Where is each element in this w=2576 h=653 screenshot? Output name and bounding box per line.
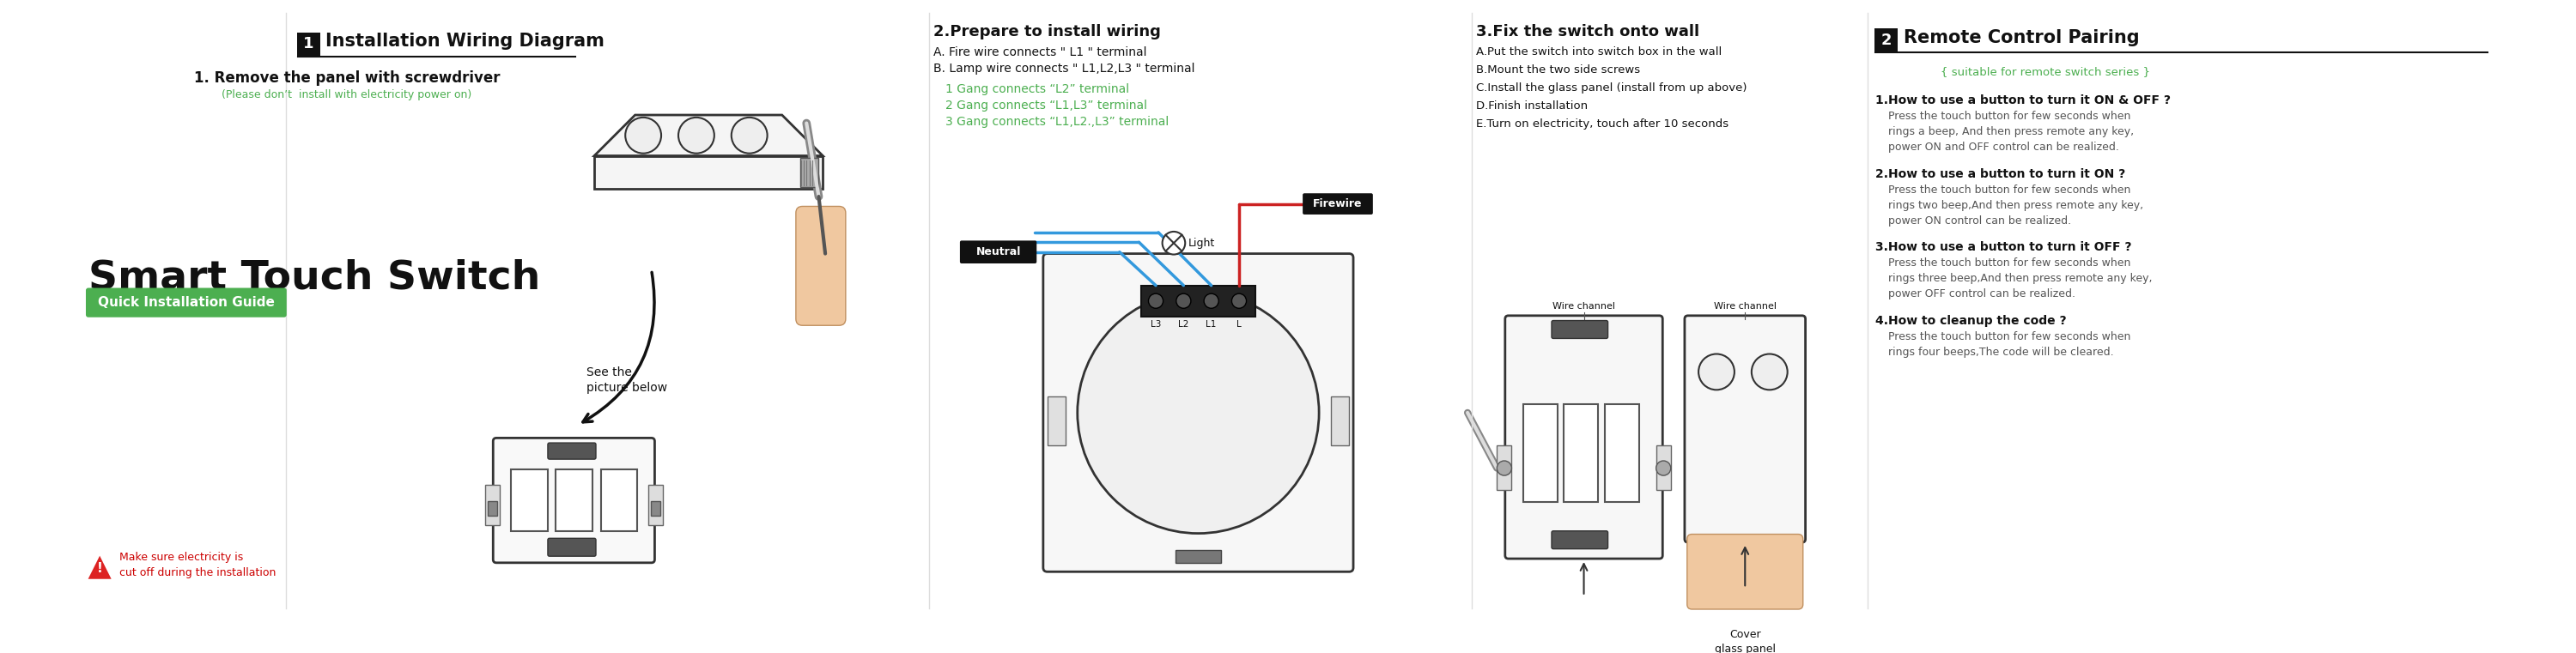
- Polygon shape: [88, 554, 113, 580]
- Text: Neutral: Neutral: [976, 246, 1020, 257]
- Text: 3.How to use a button to turn it OFF ?: 3.How to use a button to turn it OFF ?: [1875, 242, 2133, 253]
- Text: Press the touch button for few seconds when
rings two beep,And then press remote: Press the touch button for few seconds w…: [1888, 184, 2143, 227]
- Bar: [1141, 285, 1255, 317]
- Text: 2: 2: [1880, 32, 1891, 48]
- Bar: [1605, 404, 1638, 502]
- Polygon shape: [595, 115, 822, 156]
- Text: Wire channel: Wire channel: [1553, 302, 1615, 311]
- Text: Press the touch button for few seconds when
rings a beep, And then press remote : Press the touch button for few seconds w…: [1888, 111, 2133, 153]
- Text: 2.How to use a button to turn it ON ?: 2.How to use a button to turn it ON ?: [1875, 168, 2125, 180]
- Circle shape: [1698, 354, 1734, 390]
- Circle shape: [732, 118, 768, 153]
- Bar: [595, 156, 822, 189]
- Text: 1: 1: [304, 37, 314, 52]
- FancyBboxPatch shape: [796, 206, 845, 325]
- Circle shape: [1231, 294, 1247, 308]
- FancyBboxPatch shape: [1043, 253, 1352, 572]
- Bar: [1048, 396, 1066, 445]
- Text: Smart Touch Switch: Smart Touch Switch: [88, 259, 541, 297]
- Bar: [1497, 445, 1512, 490]
- Text: B. Lamp wire connects " L1,L2,L3 " terminal: B. Lamp wire connects " L1,L2,L3 " termi…: [933, 63, 1195, 74]
- Text: L3: L3: [1151, 321, 1162, 329]
- Circle shape: [1077, 292, 1319, 534]
- Bar: [801, 158, 819, 187]
- Text: 1 Gang connects “L2” terminal: 1 Gang connects “L2” terminal: [945, 83, 1128, 95]
- Text: 1.How to use a button to turn it ON & OFF ?: 1.How to use a button to turn it ON & OF…: [1875, 95, 2172, 106]
- Text: L2: L2: [1177, 321, 1190, 329]
- Text: Firewire: Firewire: [1314, 199, 1363, 210]
- Circle shape: [1752, 354, 1788, 390]
- Text: !: !: [98, 562, 103, 575]
- Text: (Please don’t  install with electricity power on): (Please don’t install with electricity p…: [222, 89, 471, 100]
- FancyBboxPatch shape: [1687, 534, 1803, 609]
- Text: A.Put the switch into switch box in the wall: A.Put the switch into switch box in the …: [1476, 46, 1721, 57]
- Text: Light: Light: [1188, 238, 1216, 249]
- Text: 1. Remove the panel with screwdriver: 1. Remove the panel with screwdriver: [193, 71, 500, 86]
- Text: Make sure electricity is
cut off during the installation: Make sure electricity is cut off during …: [118, 552, 276, 579]
- Bar: [1522, 404, 1558, 502]
- FancyBboxPatch shape: [1685, 315, 1806, 543]
- Bar: [1656, 445, 1672, 490]
- Circle shape: [677, 118, 714, 153]
- Bar: [1175, 550, 1221, 563]
- FancyBboxPatch shape: [549, 538, 595, 556]
- FancyBboxPatch shape: [296, 33, 319, 56]
- Text: A. Fire wire connects " L1 " terminal: A. Fire wire connects " L1 " terminal: [933, 46, 1146, 58]
- Circle shape: [1656, 461, 1672, 475]
- Text: 4.How to cleanup the code ?: 4.How to cleanup the code ?: [1875, 315, 2066, 326]
- Circle shape: [626, 118, 662, 153]
- Text: 2 Gang connects “L1,L3” terminal: 2 Gang connects “L1,L3” terminal: [945, 99, 1146, 111]
- FancyBboxPatch shape: [961, 240, 1036, 263]
- Bar: [600, 470, 636, 531]
- Bar: [484, 485, 500, 525]
- Text: Installation Wiring Diagram: Installation Wiring Diagram: [325, 33, 605, 50]
- Bar: [652, 501, 659, 515]
- Bar: [1332, 396, 1350, 445]
- Text: Wire channel: Wire channel: [1713, 302, 1777, 311]
- FancyBboxPatch shape: [1504, 315, 1662, 559]
- Text: Press the touch button for few seconds when
rings three beep,And then press remo: Press the touch button for few seconds w…: [1888, 258, 2151, 300]
- FancyBboxPatch shape: [85, 288, 286, 317]
- Circle shape: [1203, 294, 1218, 308]
- Text: L1: L1: [1206, 321, 1216, 329]
- Text: B.Mount the two side screws: B.Mount the two side screws: [1476, 65, 1641, 76]
- FancyBboxPatch shape: [1875, 29, 1899, 52]
- Text: 2.Prepare to install wiring: 2.Prepare to install wiring: [933, 24, 1159, 40]
- Bar: [556, 470, 592, 531]
- Circle shape: [1162, 232, 1185, 255]
- Text: E.Turn on electricity, touch after 10 seconds: E.Turn on electricity, touch after 10 se…: [1476, 118, 1728, 129]
- Text: { suitable for remote switch series }: { suitable for remote switch series }: [1940, 66, 2151, 77]
- Bar: [510, 470, 549, 531]
- Circle shape: [1497, 461, 1512, 475]
- Text: Press the touch button for few seconds when
rings four beeps,The code will be cl: Press the touch button for few seconds w…: [1888, 331, 2130, 358]
- Circle shape: [1149, 294, 1164, 308]
- FancyBboxPatch shape: [1551, 531, 1607, 549]
- FancyBboxPatch shape: [492, 438, 654, 563]
- Bar: [649, 485, 662, 525]
- FancyBboxPatch shape: [1551, 321, 1607, 338]
- Text: 3.Fix the switch onto wall: 3.Fix the switch onto wall: [1476, 24, 1700, 40]
- Circle shape: [1177, 294, 1190, 308]
- Text: Remote Control Pairing: Remote Control Pairing: [1904, 29, 2138, 46]
- FancyBboxPatch shape: [549, 443, 595, 459]
- Text: D.Finish installation: D.Finish installation: [1476, 101, 1587, 112]
- Text: L: L: [1236, 321, 1242, 329]
- FancyBboxPatch shape: [1303, 193, 1373, 214]
- Text: 3 Gang connects “L1,L2.,L3” terminal: 3 Gang connects “L1,L2.,L3” terminal: [945, 116, 1170, 127]
- Bar: [487, 501, 497, 515]
- Text: Quick Installation Guide: Quick Installation Guide: [98, 296, 276, 309]
- Text: See the
picture below: See the picture below: [587, 366, 667, 394]
- Text: C.Install the glass panel (install from up above): C.Install the glass panel (install from …: [1476, 82, 1747, 93]
- Bar: [1564, 404, 1597, 502]
- Text: Cover
glass panel: Cover glass panel: [1716, 629, 1775, 653]
